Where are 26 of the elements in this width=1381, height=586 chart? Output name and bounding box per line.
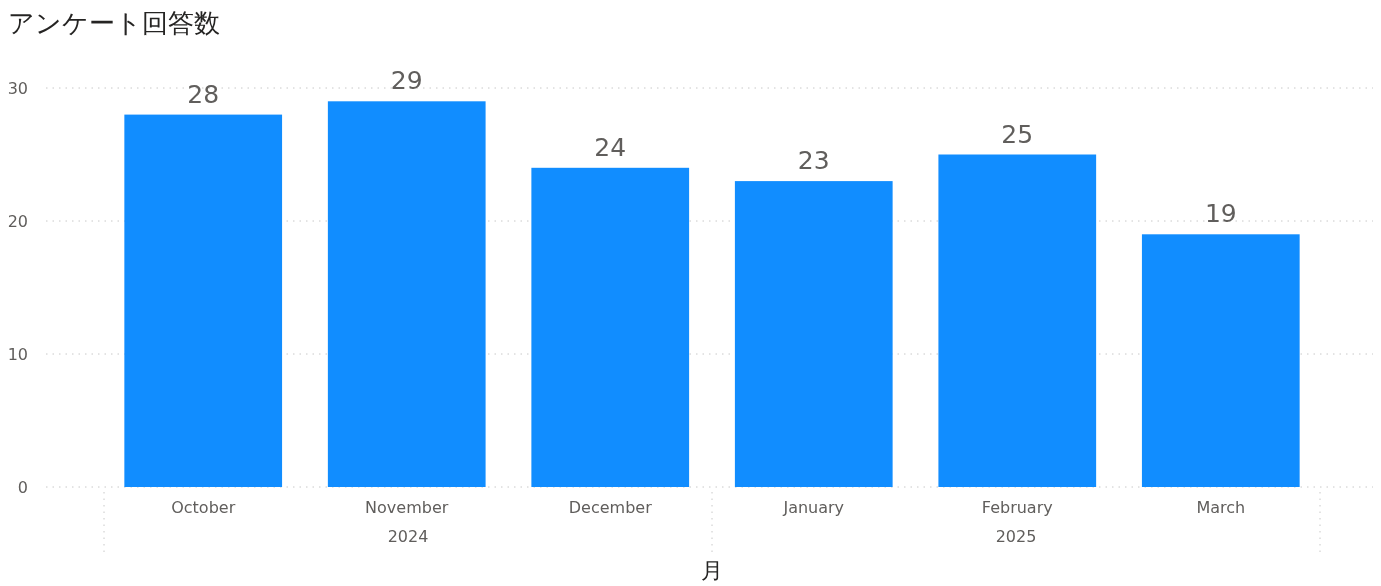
y-tick-label: 30 bbox=[7, 78, 28, 98]
x-axis-title: 月 bbox=[701, 558, 723, 583]
bar bbox=[327, 101, 486, 487]
x-tick-label: January bbox=[782, 498, 845, 517]
data-label: 24 bbox=[594, 132, 627, 162]
bar bbox=[1141, 234, 1300, 487]
data-label: 28 bbox=[187, 79, 220, 109]
data-label: 19 bbox=[1204, 199, 1237, 229]
bar bbox=[734, 181, 893, 487]
data-label: 23 bbox=[797, 146, 830, 176]
data-label: 25 bbox=[1001, 119, 1034, 149]
chart-title: アンケート回答数 bbox=[8, 8, 220, 38]
x-tick-label: March bbox=[1196, 498, 1246, 517]
y-tick-label: 10 bbox=[7, 344, 28, 364]
text: 2024 bbox=[387, 527, 429, 546]
text: 2025 bbox=[995, 527, 1037, 546]
y-tick-label: 0 bbox=[17, 477, 28, 497]
bar bbox=[531, 167, 690, 487]
x-tick-label: December bbox=[568, 498, 653, 517]
y-tick-label: 20 bbox=[7, 211, 28, 231]
data-label: 29 bbox=[390, 66, 423, 96]
bar bbox=[124, 114, 283, 487]
x-tick-label: October bbox=[171, 498, 236, 517]
x-tick-label: November bbox=[365, 498, 449, 517]
x-tick-label: February bbox=[981, 498, 1053, 517]
bar bbox=[938, 154, 1097, 487]
